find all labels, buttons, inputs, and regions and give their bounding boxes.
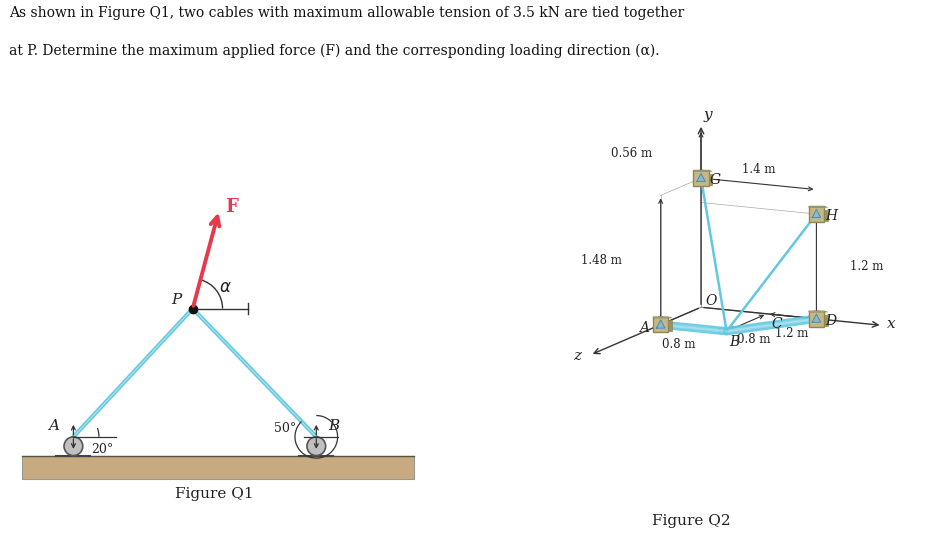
- Text: P: P: [171, 293, 182, 307]
- Text: D: D: [825, 314, 836, 328]
- Polygon shape: [809, 206, 828, 207]
- Text: As shown in Figure Q1, two cables with maximum allowable tension of 3.5 kN are t: As shown in Figure Q1, two cables with m…: [9, 6, 685, 19]
- Polygon shape: [693, 170, 712, 171]
- Text: G: G: [709, 173, 721, 187]
- Polygon shape: [813, 209, 821, 218]
- Bar: [809, 206, 824, 222]
- Text: 0.8 m: 0.8 m: [662, 338, 696, 352]
- Polygon shape: [652, 317, 671, 318]
- Circle shape: [307, 437, 326, 456]
- Text: H: H: [825, 209, 837, 223]
- Text: at P. Determine the maximum applied force (F) and the corresponding loading dire: at P. Determine the maximum applied forc…: [9, 44, 660, 58]
- Text: B: B: [329, 419, 339, 434]
- Text: A: A: [639, 321, 649, 335]
- Bar: [708, 174, 712, 185]
- Text: 1.48 m: 1.48 m: [581, 253, 622, 267]
- Text: 1.2 m: 1.2 m: [850, 260, 884, 273]
- Bar: [809, 311, 824, 327]
- Text: B: B: [729, 335, 740, 349]
- Polygon shape: [656, 320, 665, 328]
- Bar: [669, 321, 671, 331]
- Bar: [23, 456, 415, 479]
- Polygon shape: [697, 174, 706, 182]
- Circle shape: [64, 437, 82, 456]
- Text: 0.56 m: 0.56 m: [612, 147, 652, 160]
- Text: C: C: [772, 317, 782, 331]
- Text: y: y: [704, 108, 712, 122]
- Bar: [693, 170, 708, 186]
- Text: O: O: [706, 294, 717, 308]
- Text: 0.8 m: 0.8 m: [738, 333, 771, 346]
- Polygon shape: [809, 311, 828, 312]
- Bar: [824, 210, 828, 221]
- Text: Figure Q2: Figure Q2: [652, 515, 731, 528]
- Text: F: F: [225, 198, 239, 216]
- Text: $\alpha$: $\alpha$: [219, 278, 232, 295]
- Text: x: x: [887, 317, 896, 331]
- Bar: [652, 317, 669, 332]
- Text: 1.2 m: 1.2 m: [775, 327, 809, 340]
- Text: A: A: [48, 419, 59, 434]
- Text: 20°: 20°: [91, 443, 114, 456]
- Polygon shape: [813, 314, 821, 322]
- Text: 50°: 50°: [274, 422, 295, 435]
- Text: Figure Q1: Figure Q1: [174, 487, 254, 501]
- Bar: [824, 315, 828, 326]
- Text: 1.4 m: 1.4 m: [742, 163, 776, 176]
- Text: z: z: [573, 349, 581, 363]
